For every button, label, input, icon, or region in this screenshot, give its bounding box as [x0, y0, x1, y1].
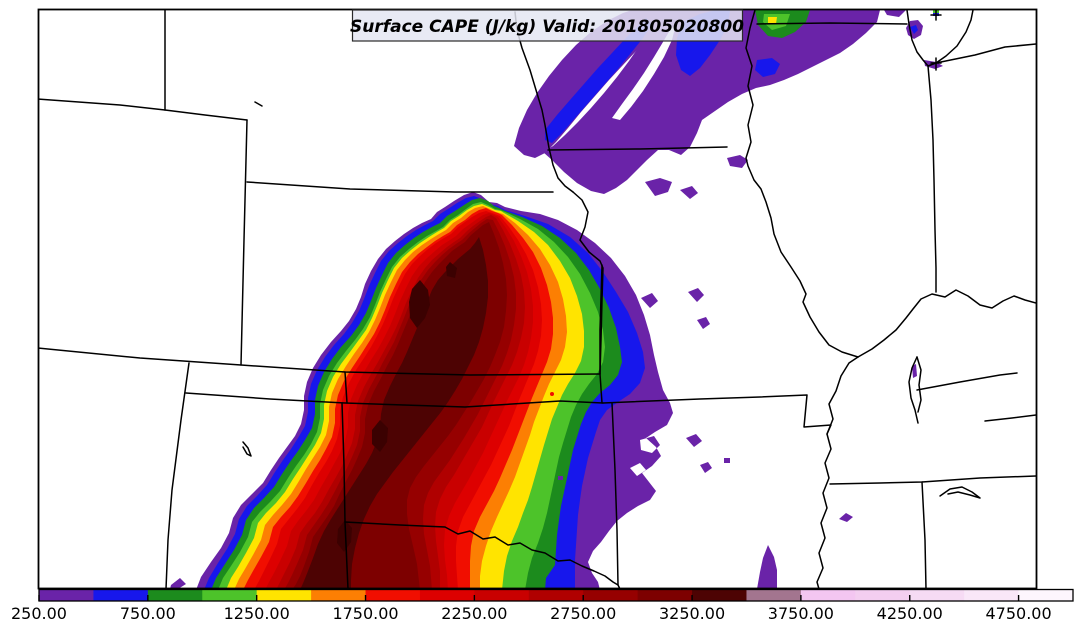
cape-purple-dot [724, 458, 730, 463]
state-border-line [165, 362, 190, 588]
colorbar-segment [39, 589, 94, 601]
cape-purple-dash [912, 364, 917, 378]
colorbar-segment [964, 589, 1020, 601]
colorbar-tick-label: 3750.00 [768, 604, 834, 623]
state-border-line [341, 402, 349, 588]
missouri-river-border [572, 191, 604, 375]
colorbar-segment [583, 589, 639, 601]
colorbar-tick-label: 4250.00 [877, 604, 943, 623]
colorbar-segment [256, 589, 312, 601]
tennessee-river-squiggle [939, 486, 981, 499]
colorbar-tick-label: 1250.00 [224, 604, 290, 623]
cape-core-dark-blob [337, 520, 352, 552]
state-border-line [246, 181, 554, 193]
small-lake-mark [254, 101, 263, 107]
colorbar-tick-label: 1750.00 [332, 604, 398, 623]
cape-speck [542, 293, 548, 299]
state-border-line [39, 347, 601, 376]
state-border-line [547, 146, 728, 151]
tennessee-river-west [908, 356, 919, 424]
colorbar-segment [474, 589, 530, 601]
state-border-line [984, 414, 1036, 422]
state-border-line [829, 475, 1036, 485]
small-lake-mark [242, 441, 252, 457]
colorbar-segment [528, 589, 584, 601]
cape-north-yellow-dot [768, 17, 777, 24]
cape-core-dark-blob [446, 262, 457, 278]
colorbar-segment [746, 589, 802, 601]
colorbar-segment [1018, 589, 1074, 601]
state-border-line [240, 119, 248, 366]
state-border-line [39, 98, 248, 121]
colorbar-segment [692, 589, 747, 601]
mississippi-river-lower [816, 356, 859, 588]
state-border-line [344, 371, 348, 404]
small-cross-mark [930, 10, 942, 21]
colorbar-segment [202, 589, 258, 601]
colorbar-tick-label: 3250.00 [659, 604, 725, 623]
state-border-line [185, 392, 604, 408]
cape-purple-bit [680, 186, 698, 199]
colorbar-segment [147, 589, 203, 601]
colorbar-tick-label: 2250.00 [441, 604, 507, 623]
state-borders [39, 10, 1036, 588]
ohio-river [857, 289, 1036, 358]
cape-purple-bit [727, 155, 748, 168]
small-cross-mark [930, 57, 942, 71]
cape-north-blue-small [755, 58, 780, 77]
state-border-line [927, 65, 937, 293]
colorbar-segment [93, 589, 149, 601]
colorbar-segment [365, 589, 421, 601]
state-border-line [611, 402, 619, 586]
cape-purple-dot [558, 476, 563, 480]
cape-purple-streak [884, 10, 906, 17]
colorbar-segment [800, 589, 856, 601]
title-box: Surface CAPE (J/kg) Valid: 201805020800 [350, 9, 744, 42]
cape-core-dark-blob [372, 420, 388, 452]
colorbar-segment [419, 589, 475, 601]
cape-north-blue-band [545, 18, 652, 143]
tennessee-river-east [916, 356, 922, 413]
red-river-border [344, 521, 621, 588]
state-border-line [921, 481, 927, 588]
lake-michigan-shore [906, 10, 974, 67]
big-sioux-river [514, 11, 574, 193]
colorbar: 250.00 750.00 1250.00 1750.00 2250.00 2750.00… [11, 588, 1074, 623]
cape-north-mass [543, 10, 880, 194]
colorbar-segment [909, 589, 965, 601]
title-box-rect [351, 9, 744, 42]
cape-contour-3250 [300, 237, 488, 588]
cape-bottom-teardrop [757, 545, 777, 588]
cape-core-dark-blob [409, 280, 430, 328]
colorbar-tick-label: 2750.00 [550, 604, 616, 623]
cape-contour-field [170, 10, 943, 588]
state-border-line [916, 372, 1018, 391]
colorbar-tick-label: 250.00 [11, 604, 67, 623]
colorbar-segment [637, 589, 693, 601]
cape-purple-bit [645, 178, 672, 196]
colorbar-tick-label: 750.00 [120, 604, 176, 623]
state-border-line [756, 22, 908, 25]
colorbar-tick-label: 4750.00 [985, 604, 1051, 623]
map-title: Surface CAPE (J/kg) Valid: 201805020800 [350, 17, 744, 37]
colorbar-segment [311, 589, 367, 601]
state-border-line [935, 43, 1036, 64]
cape-lakeshore-blue [910, 25, 918, 34]
mississippi-river-upper [745, 10, 859, 358]
colorbar-segment [855, 589, 911, 601]
cape-purple-dash [839, 513, 853, 522]
cape-speck [550, 392, 554, 396]
